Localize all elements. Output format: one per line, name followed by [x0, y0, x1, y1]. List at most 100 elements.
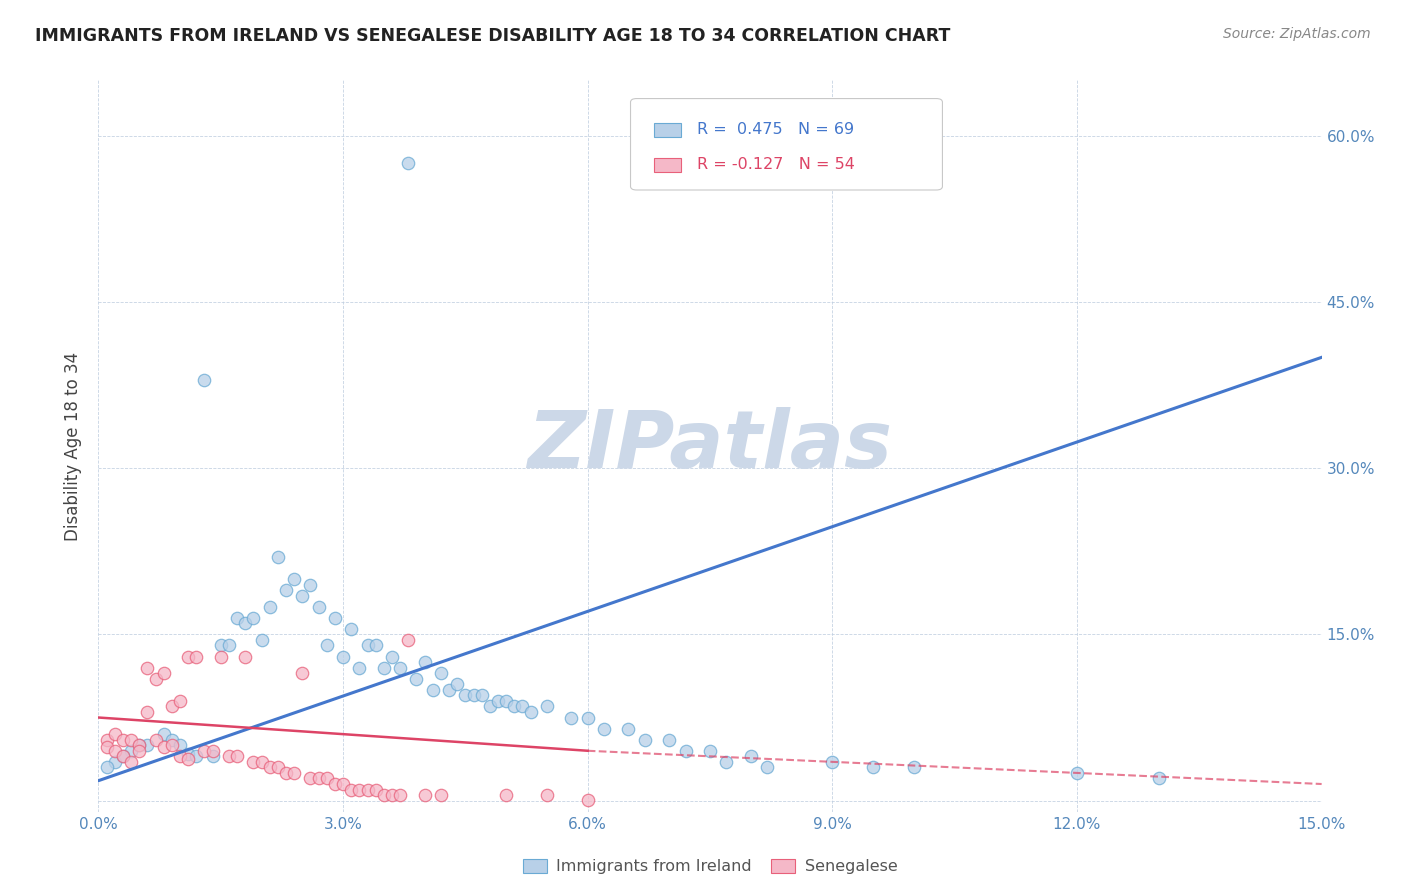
Text: R = -0.127   N = 54: R = -0.127 N = 54: [696, 158, 855, 172]
Point: [675, 744, 697, 758]
Point: [274, 766, 297, 780]
Point: [364, 639, 387, 653]
Point: [437, 682, 460, 697]
Point: [862, 760, 884, 774]
Point: [145, 672, 167, 686]
Text: R =  0.475   N = 69: R = 0.475 N = 69: [696, 122, 853, 137]
Point: [536, 788, 558, 802]
Point: [1147, 772, 1170, 786]
Point: [422, 682, 444, 697]
Point: [259, 760, 281, 774]
Point: [413, 788, 436, 802]
Point: [120, 755, 142, 769]
Point: [169, 738, 191, 752]
Point: [160, 738, 183, 752]
Point: [152, 740, 174, 755]
Point: [193, 744, 215, 758]
Point: [111, 749, 134, 764]
Point: [128, 738, 150, 752]
Point: [169, 694, 191, 708]
Point: [381, 649, 404, 664]
Point: [617, 722, 640, 736]
Point: [503, 699, 526, 714]
Point: [430, 788, 453, 802]
Point: [250, 755, 273, 769]
Point: [315, 639, 337, 653]
Point: [136, 705, 159, 719]
Point: [242, 611, 264, 625]
Point: [373, 660, 395, 674]
Point: [308, 772, 330, 786]
Point: [756, 760, 779, 774]
Point: [454, 689, 477, 703]
Point: [160, 699, 183, 714]
Point: [576, 792, 599, 806]
Point: [512, 699, 534, 714]
Point: [177, 649, 200, 664]
Point: [486, 694, 509, 708]
Point: [349, 660, 371, 674]
Point: [145, 732, 167, 747]
Point: [233, 616, 256, 631]
Point: [519, 705, 541, 719]
Point: [389, 660, 412, 674]
Point: [332, 649, 354, 664]
Point: [120, 744, 142, 758]
Point: [658, 732, 681, 747]
Point: [104, 744, 127, 758]
Point: [186, 749, 208, 764]
Point: [903, 760, 925, 774]
Point: [332, 777, 354, 791]
Point: [315, 772, 337, 786]
Point: [128, 738, 150, 752]
Point: [274, 583, 297, 598]
Y-axis label: Disability Age 18 to 34: Disability Age 18 to 34: [65, 351, 83, 541]
Point: [396, 156, 419, 170]
Point: [396, 632, 419, 647]
Point: [226, 611, 249, 625]
Point: [446, 677, 468, 691]
Point: [405, 672, 427, 686]
Point: [495, 788, 517, 802]
Point: [373, 788, 395, 802]
Point: [283, 766, 305, 780]
Point: [430, 666, 453, 681]
Point: [218, 749, 240, 764]
Point: [1066, 766, 1088, 780]
Point: [169, 749, 191, 764]
Point: [283, 572, 305, 586]
Point: [323, 611, 346, 625]
Point: [209, 639, 232, 653]
Point: [201, 749, 224, 764]
Point: [560, 710, 582, 724]
Text: IMMIGRANTS FROM IRELAND VS SENEGALESE DISABILITY AGE 18 TO 34 CORRELATION CHART: IMMIGRANTS FROM IRELAND VS SENEGALESE DI…: [35, 27, 950, 45]
Point: [111, 749, 134, 764]
Point: [323, 777, 346, 791]
Point: [186, 649, 208, 664]
Point: [471, 689, 494, 703]
Point: [160, 732, 183, 747]
Point: [201, 744, 224, 758]
Point: [634, 732, 657, 747]
Point: [267, 760, 290, 774]
FancyBboxPatch shape: [654, 123, 681, 136]
Point: [389, 788, 412, 802]
Point: [463, 689, 485, 703]
Point: [136, 660, 159, 674]
Point: [821, 755, 844, 769]
Point: [152, 727, 174, 741]
Point: [291, 589, 314, 603]
Point: [96, 732, 118, 747]
Point: [349, 782, 371, 797]
Legend: Immigrants from Ireland, Senegalese: Immigrants from Ireland, Senegalese: [516, 852, 904, 880]
Text: Source: ZipAtlas.com: Source: ZipAtlas.com: [1223, 27, 1371, 41]
Point: [340, 622, 363, 636]
Point: [356, 782, 378, 797]
Point: [740, 749, 762, 764]
Point: [413, 655, 436, 669]
FancyBboxPatch shape: [630, 99, 942, 190]
Point: [356, 639, 378, 653]
Point: [104, 755, 127, 769]
Point: [250, 632, 273, 647]
Point: [340, 782, 363, 797]
